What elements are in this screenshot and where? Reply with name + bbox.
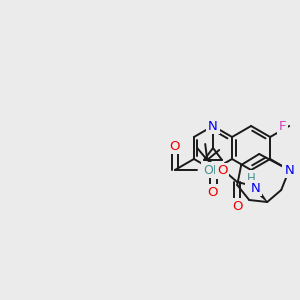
Polygon shape: [251, 184, 267, 202]
Text: O: O: [169, 140, 180, 152]
Text: N: N: [284, 164, 294, 176]
Text: N: N: [250, 182, 260, 194]
Text: O: O: [208, 185, 218, 199]
Text: H: H: [247, 172, 256, 184]
Text: N: N: [208, 119, 218, 133]
Text: F: F: [279, 119, 286, 133]
Text: OH: OH: [203, 164, 222, 176]
Text: O: O: [217, 164, 227, 178]
Text: O: O: [232, 200, 242, 212]
